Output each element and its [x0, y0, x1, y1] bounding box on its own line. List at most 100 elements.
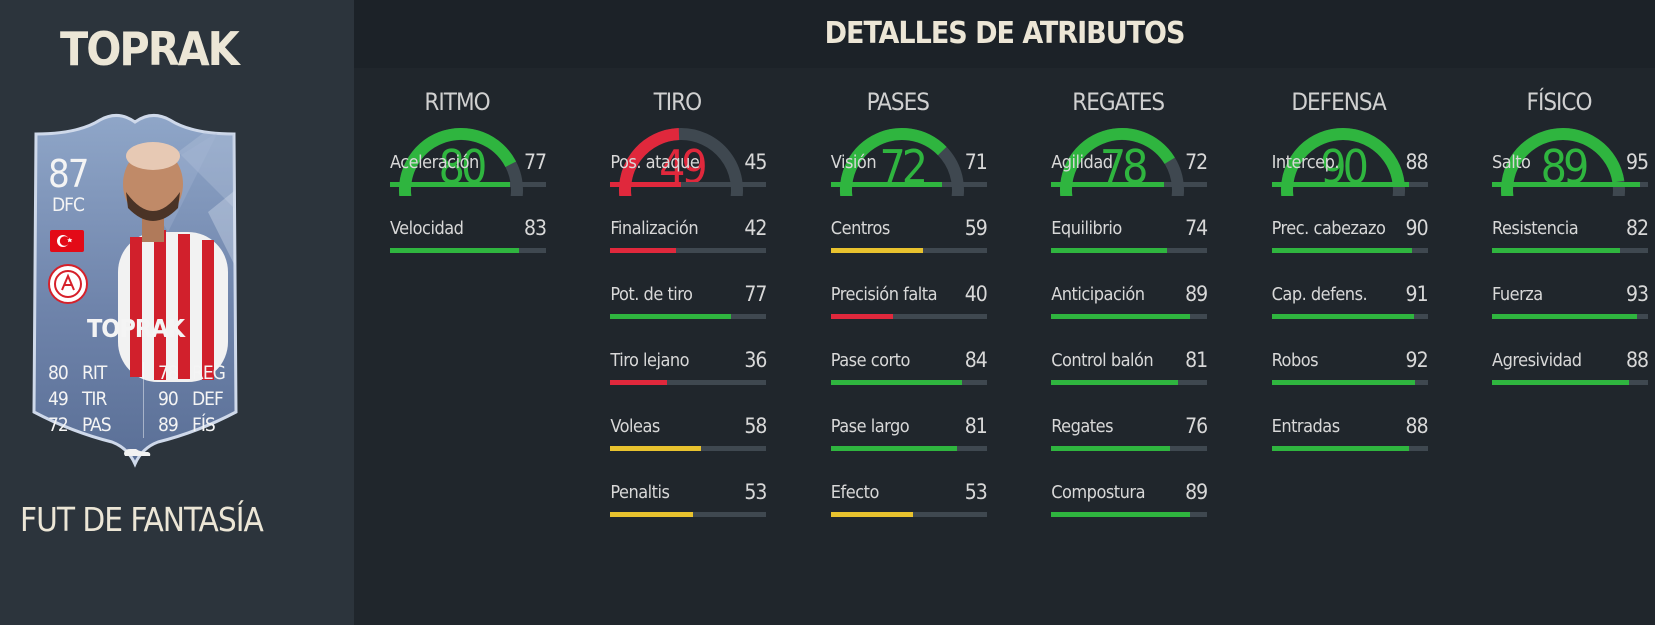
stat-bar-track: [1492, 248, 1648, 253]
stat-bar-track: [1271, 314, 1428, 319]
stat-value: 53: [964, 480, 988, 504]
stat-bar-fill: [1492, 182, 1641, 187]
stat-bar-track: [1051, 182, 1208, 187]
promo-name: FUT DE FANTASÍA: [20, 500, 264, 539]
category-title: PASES: [866, 88, 930, 116]
stat-bar-track: [1271, 380, 1428, 385]
stat-label: Intercep.: [1271, 152, 1340, 173]
stat-value: 72: [1185, 150, 1208, 174]
category-4: REGATES 78 Agilidad 72 Equilibrio 74 Anticipa…: [1033, 80, 1223, 620]
stat-value: 83: [523, 216, 547, 240]
stat-value: 58: [744, 414, 767, 438]
stat-value: 77: [744, 282, 767, 306]
stat-label: Finalización: [610, 218, 699, 239]
card-stat-abbr: RIT: [82, 362, 107, 384]
stat-row: Pos. ataque 45: [610, 150, 768, 202]
card-rating: 87: [48, 152, 89, 196]
stat-value: 90: [1405, 216, 1429, 240]
category-title: DEFENSA: [1291, 88, 1386, 116]
card-player-name: TOPRAK: [86, 314, 185, 343]
stat-value: 77: [523, 150, 547, 174]
card-stat-value: 89: [158, 414, 179, 436]
stat-value: 82: [1625, 216, 1649, 240]
stat-bar-track: [830, 182, 987, 187]
category-6: FÍSICO 89 Salto 95 Resistencia 82 Fuerza 93 Agr…: [1474, 80, 1655, 620]
stat-bar-fill: [1271, 380, 1416, 385]
gauge-fill: [1280, 128, 1405, 196]
stat-value: 53: [744, 480, 767, 504]
stat-row: Agresividad 88: [1492, 348, 1650, 400]
stat-row: Prec. cabezazo 90: [1271, 216, 1430, 268]
stat-bar-fill: [1051, 380, 1178, 385]
stat-row: Precisión falta 40: [830, 282, 989, 334]
section-title: DETALLES DE ATRIBUTOS: [824, 16, 1186, 51]
stat-bar-fill: [610, 182, 681, 187]
stat-bar-track: [610, 380, 767, 385]
stat-row: Visión 71: [830, 150, 989, 202]
stat-label: Pase corto: [830, 350, 911, 371]
stat-value: 88: [1405, 414, 1429, 438]
stat-bar-track: [1051, 314, 1208, 319]
stat-label: Centros: [830, 218, 891, 239]
stat-bar-fill: [830, 248, 923, 253]
stat-value: 89: [1185, 282, 1208, 306]
card-divider: [143, 362, 144, 438]
stat-label: Resistencia: [1492, 218, 1579, 239]
turkey-flag-icon: [50, 230, 84, 252]
stat-bar-fill: [610, 314, 731, 319]
stat-bar-fill: [1492, 248, 1620, 253]
stat-value: 74: [1185, 216, 1208, 240]
stat-value: 91: [1405, 282, 1429, 306]
stat-bar-fill: [1051, 248, 1167, 253]
card-stat: 78 REG: [158, 360, 238, 386]
card-stats-right: 78 REG 90 DEF 89 FÍS: [158, 360, 238, 438]
category-1: RITMO 80 Aceleración 77 Velocidad 83: [372, 80, 562, 620]
stat-label: Tiro lejano: [610, 350, 690, 371]
stat-bar-fill: [830, 446, 958, 451]
stat-bar-fill: [610, 512, 694, 517]
stat-label: Equilibrio: [1051, 218, 1122, 239]
stat-label: Pot. de tiro: [610, 284, 693, 305]
stat-row: Pase largo 81: [830, 414, 989, 466]
stat-row: Control balón 81: [1051, 348, 1209, 400]
card-stats-left: 80 RIT 49 TIR 72 PAS: [48, 360, 128, 438]
stat-bar-track: [1271, 182, 1428, 187]
stat-row: Entradas 88: [1271, 414, 1430, 466]
stat-bar-track: [1051, 512, 1208, 517]
stat-value: 88: [1625, 348, 1649, 372]
stat-label: Efecto: [830, 482, 880, 503]
stat-row: Pase corto 84: [830, 348, 989, 400]
stat-bar-track: [610, 446, 767, 451]
stat-value: 88: [1405, 150, 1429, 174]
player-card[interactable]: 87 DFC TOPRAK 80 RIT 49 TIR 72 PAS 78 REG: [18, 112, 253, 482]
stat-label: Voleas: [610, 416, 660, 437]
stat-label: Salto: [1492, 152, 1531, 173]
stat-value: 42: [744, 216, 767, 240]
stat-value: 95: [1625, 150, 1649, 174]
stat-bar-fill: [830, 314, 894, 319]
stat-bar-track: [610, 248, 767, 253]
stat-value: 36: [744, 348, 767, 372]
category-3: PASES 72 Visión 71 Centros 59 Precisión falta…: [813, 80, 1003, 620]
stat-bar-fill: [610, 380, 667, 385]
gauge-fill: [1501, 128, 1625, 196]
stat-bar-fill: [390, 248, 520, 253]
stat-bar-track: [1492, 314, 1648, 319]
stat-label: Aceleración: [390, 152, 479, 173]
attributes-header: [354, 0, 1655, 68]
stat-row: Voleas 58: [610, 414, 768, 466]
card-stat: 80 RIT: [48, 360, 128, 386]
stat-bar-track: [1271, 248, 1428, 253]
stat-label: Control balón: [1051, 350, 1154, 371]
stat-bar-track: [830, 512, 987, 517]
stat-bar-track: [1492, 182, 1648, 187]
stat-bar-fill: [1492, 380, 1630, 385]
stat-row: Robos 92: [1271, 348, 1430, 400]
stat-bar-track: [830, 446, 987, 451]
stat-value: 81: [964, 414, 988, 438]
stat-label: Pase largo: [830, 416, 910, 437]
stat-label: Agresividad: [1492, 350, 1582, 371]
gauge-fill: [399, 127, 517, 196]
card-stat-value: 90: [158, 388, 179, 410]
player-panel: TOPRAK: [0, 0, 354, 625]
